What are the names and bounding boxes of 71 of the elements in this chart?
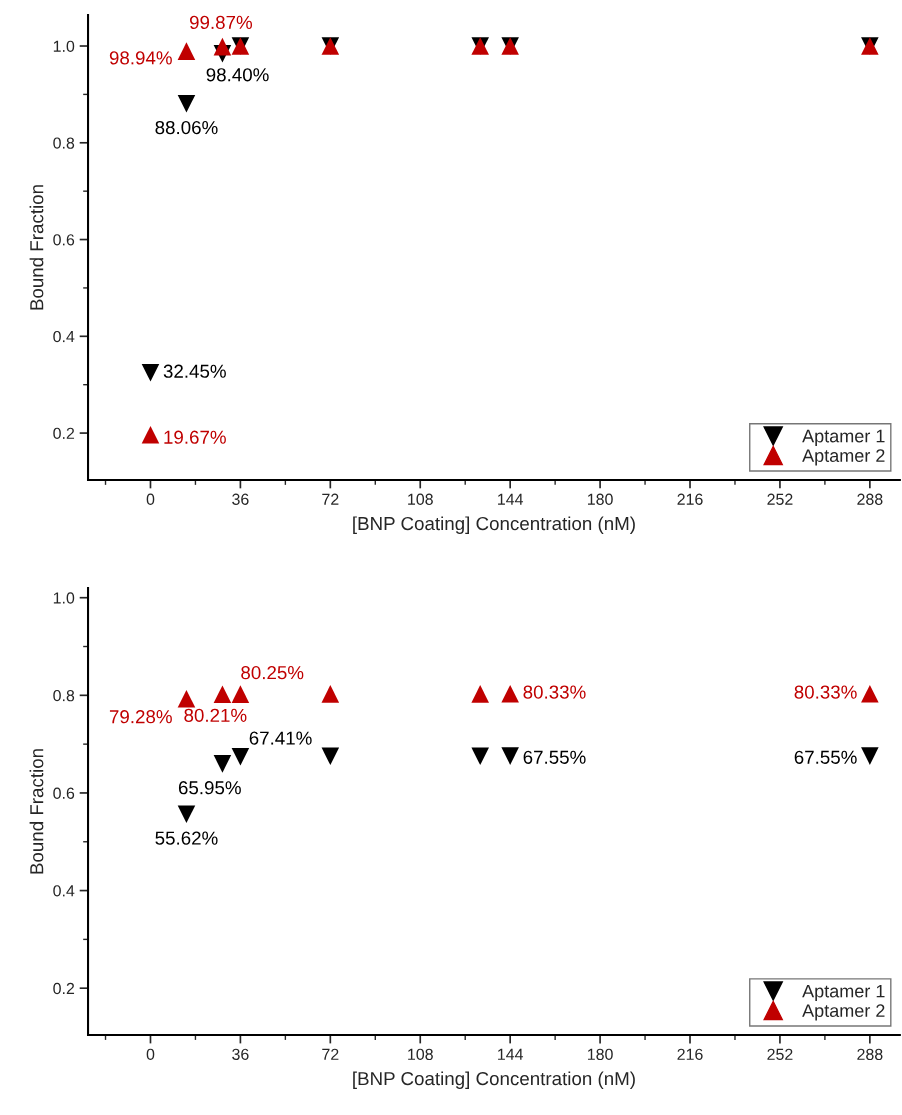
- x-axis-title: [BNP Coating] Concentration (nM): [353, 516, 635, 534]
- y-tick-label: 1.0: [53, 592, 75, 604]
- point: [501, 684, 519, 703]
- point: [471, 685, 489, 703]
- y-tick-label: 0.2: [53, 427, 75, 440]
- data-label: 55.62%: [155, 831, 218, 845]
- y-tick-label: 0.6: [53, 787, 75, 799]
- x-tick-label: 180: [587, 493, 613, 505]
- x-tick-label: 72: [322, 493, 339, 505]
- data-label: 32.45%: [163, 364, 226, 378]
- x-tick-label: 108: [408, 493, 433, 505]
- y-tick-label: 1.0: [53, 40, 75, 52]
- data-label: 67.55%: [794, 750, 857, 764]
- x-tick-label: 180: [587, 1048, 613, 1060]
- y-axis-title: Bound Fraction: [29, 185, 44, 310]
- data-label: 88.06%: [155, 120, 218, 135]
- x-tick-label: 252: [767, 1048, 793, 1060]
- point: [141, 425, 160, 444]
- point: [213, 37, 232, 56]
- point: [861, 747, 879, 765]
- data-label: 98.94%: [109, 51, 172, 65]
- y-axis-title: Bound Fraction: [29, 749, 44, 874]
- x-tick-label: 144: [498, 1048, 524, 1060]
- data-label: 67.41%: [249, 731, 312, 745]
- point: [177, 95, 196, 113]
- point: [213, 755, 232, 773]
- y-tick-label: 0.8: [53, 689, 75, 702]
- point: [321, 747, 340, 766]
- x-tick-label: 288: [857, 1048, 883, 1060]
- x-tick-label: 108: [408, 1048, 433, 1060]
- legend-label: Aptamer 1: [802, 984, 885, 1002]
- x-tick-label: 0: [146, 493, 155, 505]
- y-tick-label: 0.8: [53, 137, 75, 149]
- legend-label: Aptamer 1: [802, 429, 885, 447]
- x-tick-label: 216: [677, 493, 703, 505]
- point: [213, 685, 232, 704]
- point: [501, 747, 519, 765]
- x-tick-label: 216: [677, 1048, 703, 1060]
- point: [177, 805, 196, 824]
- y-tick-label: 0.6: [53, 234, 75, 246]
- data-label: 65.95%: [178, 781, 241, 795]
- x-tick-label: 288: [857, 493, 883, 505]
- y-tick-label: 0.4: [53, 330, 75, 343]
- data-label: 80.25%: [241, 666, 304, 680]
- data-label: 80.33%: [523, 685, 586, 699]
- data-label: 80.21%: [184, 708, 247, 722]
- point: [177, 690, 196, 708]
- data-label: 80.33%: [794, 685, 857, 699]
- point: [177, 42, 196, 60]
- legend-label: Aptamer 2: [802, 449, 885, 466]
- point: [861, 684, 879, 703]
- point: [231, 685, 250, 703]
- point: [471, 747, 489, 766]
- data-label: 19.67%: [164, 430, 226, 444]
- data-label: 79.28%: [109, 710, 172, 724]
- x-axis-title: [BNP Coating] Concentration (nM): [353, 1071, 635, 1089]
- x-tick-label: 72: [322, 1048, 339, 1060]
- x-tick-label: 144: [498, 493, 524, 505]
- data-label: 67.55%: [523, 750, 586, 764]
- legend-label: Aptamer 2: [802, 1004, 885, 1021]
- point: [321, 685, 340, 703]
- x-tick-label: 36: [232, 493, 249, 505]
- x-tick-label: 36: [232, 1048, 249, 1060]
- y-tick-label: 0.4: [53, 885, 75, 897]
- y-tick-label: 0.2: [53, 982, 75, 995]
- x-tick-label: 252: [767, 493, 793, 505]
- x-tick-label: 0: [146, 1048, 155, 1060]
- point: [231, 748, 250, 766]
- data-label: 98.40%: [206, 68, 269, 82]
- point: [141, 364, 160, 382]
- data-label: 99.87%: [189, 15, 253, 30]
